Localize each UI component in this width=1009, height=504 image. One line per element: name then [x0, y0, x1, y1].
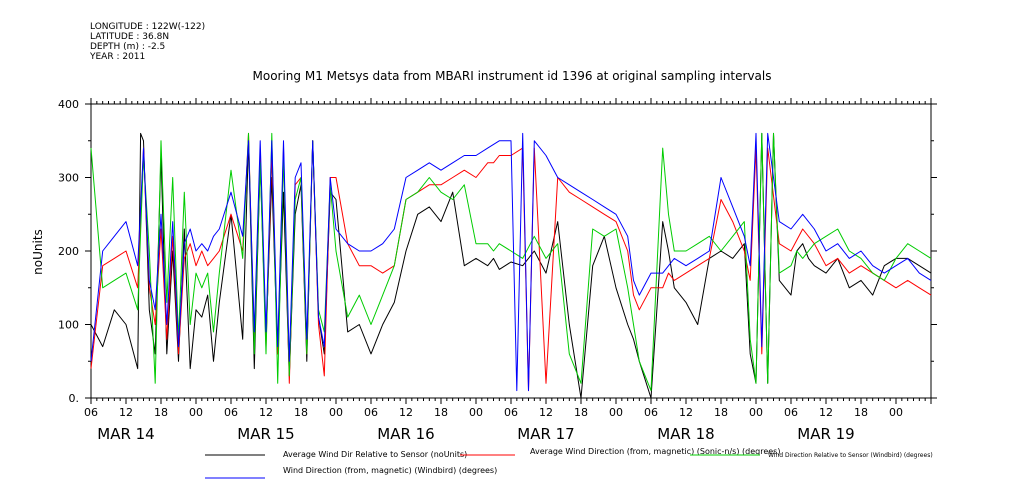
- date-label: MAR 14: [97, 425, 154, 443]
- x-tick-label: 00: [889, 406, 903, 419]
- x-tick-label: 06: [644, 406, 658, 419]
- x-tick-label: 06: [784, 406, 798, 419]
- y-tick-label: 100: [58, 319, 79, 332]
- chart-title: Mooring M1 Metsys data from MBARI instru…: [253, 69, 772, 83]
- series-line-3: [90, 132, 932, 392]
- y-axis-label: noUnits: [31, 229, 45, 275]
- x-tick-label: 00: [609, 406, 623, 419]
- x-tick-label: 00: [329, 406, 343, 419]
- x-tick-label: 06: [84, 406, 98, 419]
- x-tick-label: 12: [259, 406, 273, 419]
- axes: 0. 100 200 300 400 06 12 18 00 06 12 18 00 06 12 18 00 06…: [58, 98, 937, 443]
- x-tick-label: 00: [189, 406, 203, 419]
- x-tick-label: 18: [854, 406, 868, 419]
- series-line-4: [90, 132, 932, 392]
- date-label: MAR 18: [657, 425, 714, 443]
- series-group: [90, 132, 932, 399]
- x-tick-label: 18: [714, 406, 728, 419]
- metadata-block: LONGITUDE : 122W(-122) LATITUDE : 36.8N …: [90, 22, 205, 62]
- latitude-text: LATITUDE : 36.8N: [90, 32, 170, 42]
- legend-label-4: Wind Direction (from, magnetic) (Windbir…: [283, 466, 497, 475]
- legend-label-3: Wind Direction Relative to Sensor (Windb…: [768, 452, 933, 459]
- date-label: MAR 16: [377, 425, 434, 443]
- x-tick-label: 00: [469, 406, 483, 419]
- y-tick-label: 200: [58, 245, 79, 258]
- legend: Average Wind Dir Relative to Sensor (noU…: [205, 447, 933, 479]
- x-tick-label: 18: [574, 406, 588, 419]
- date-label: MAR 15: [237, 425, 294, 443]
- y-tick-label: 0.: [69, 392, 80, 405]
- x-tick-label: 12: [679, 406, 693, 419]
- year-text: YEAR : 2011: [90, 52, 146, 62]
- depth-text: DEPTH (m) : -2.5: [90, 42, 166, 52]
- series-line-1: [90, 132, 932, 399]
- x-tick-label: 18: [154, 406, 168, 419]
- legend-label-1: Average Wind Dir Relative to Sensor (noU…: [283, 450, 467, 459]
- x-tick-label: 06: [504, 406, 518, 419]
- x-tick-label: 12: [819, 406, 833, 419]
- legend-label-2: Average Wind Direction (from, magnetic) …: [530, 447, 780, 456]
- date-label: MAR 17: [517, 425, 574, 443]
- x-tick-label: 18: [294, 406, 308, 419]
- x-tick-label: 12: [399, 406, 413, 419]
- x-tick-label: 18: [434, 406, 448, 419]
- x-tick-label: 06: [364, 406, 378, 419]
- longitude-text: LONGITUDE : 122W(-122): [90, 22, 206, 32]
- x-tick-label: 06: [224, 406, 238, 419]
- x-tick-label: 12: [119, 406, 133, 419]
- y-tick-label: 400: [58, 98, 79, 111]
- date-label: MAR 19: [797, 425, 854, 443]
- x-tick-label: 00: [749, 406, 763, 419]
- x-tick-label: 12: [539, 406, 553, 419]
- y-tick-label: 300: [58, 172, 79, 185]
